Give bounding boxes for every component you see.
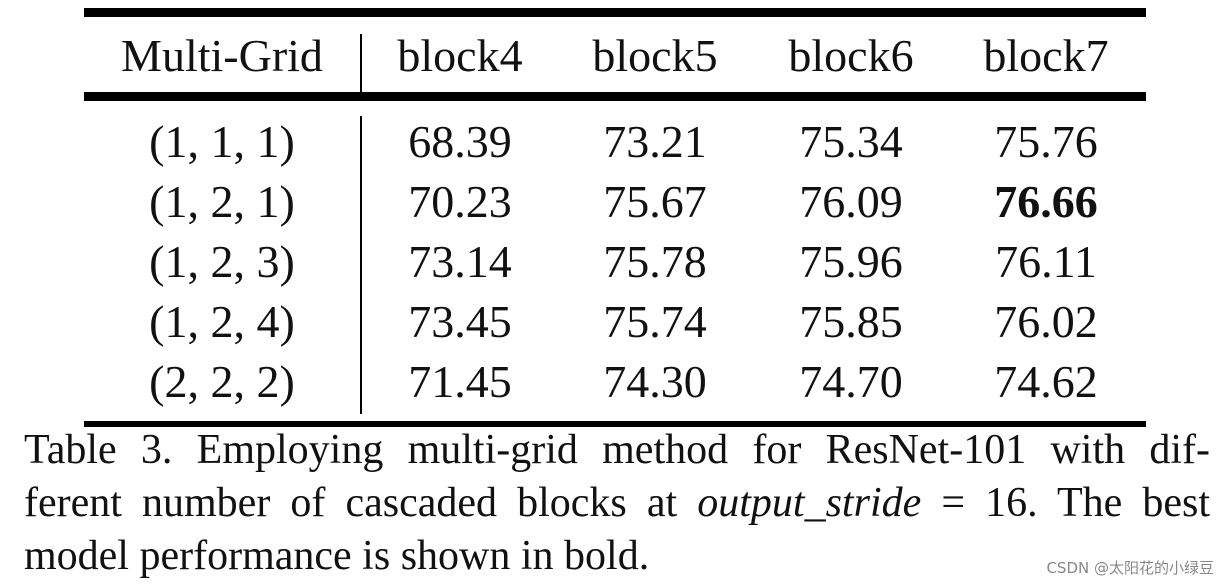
- table-cell: 76.11: [995, 236, 1097, 287]
- caption-line-1: Table 3. Employing multi-grid method for…: [24, 427, 1210, 473]
- best-result-cell: 76.66: [994, 176, 1098, 227]
- row-label: (1, 1, 1): [149, 116, 295, 167]
- table-cell: 73.45: [408, 296, 512, 347]
- row-label: (1, 2, 3): [149, 236, 295, 287]
- watermark: CSDN @太阳花的小绿豆: [1046, 559, 1214, 577]
- caption-line-3: model performance is shown in bold.: [24, 533, 650, 579]
- table-cell: 68.39: [408, 116, 512, 167]
- row-label: (1, 2, 1): [149, 176, 295, 227]
- table-cell: 75.76: [994, 116, 1098, 167]
- header-block5: block5: [592, 30, 718, 81]
- table-cell: 70.23: [408, 176, 512, 227]
- table-cell: 73.21: [603, 116, 707, 167]
- header-multi-grid: Multi-Grid: [121, 30, 323, 81]
- table-cell: 75.67: [603, 176, 707, 227]
- table-cell: 75.74: [603, 296, 707, 347]
- row-label: (1, 2, 4): [149, 296, 295, 347]
- table-cell: 74.62: [994, 356, 1098, 407]
- table-cell: 75.85: [799, 296, 903, 347]
- table-cell: 75.96: [799, 236, 903, 287]
- row-label: (2, 2, 2): [149, 356, 295, 407]
- table-cell: 74.30: [603, 356, 707, 407]
- table-header-rule: [84, 92, 1146, 101]
- caption-line-2: ferent number of cascaded blocks at outp…: [24, 477, 1210, 530]
- caption-italic-term: output_stride: [697, 480, 922, 526]
- table-cell: 74.70: [799, 356, 903, 407]
- table-body-divider: [360, 116, 362, 414]
- table-cell: 73.14: [408, 236, 512, 287]
- header-block6: block6: [788, 30, 914, 81]
- header-block4: block4: [397, 30, 523, 81]
- table-bottom-rule: [84, 421, 1146, 427]
- header-block7: block7: [983, 30, 1109, 81]
- table-cell: 71.45: [408, 356, 512, 407]
- table-cell: 76.02: [994, 296, 1098, 347]
- caption-text: = 16. The best: [921, 480, 1210, 526]
- table-cell: 75.34: [799, 116, 903, 167]
- table-top-rule: [84, 8, 1146, 17]
- caption-text: ferent number of cascaded blocks at: [24, 480, 698, 526]
- table-cell: 75.78: [603, 236, 707, 287]
- table-caption: Table 3. Employing multi-grid method for…: [24, 424, 1210, 583]
- table-cell: 76.09: [799, 176, 903, 227]
- table-header-divider: [360, 34, 362, 92]
